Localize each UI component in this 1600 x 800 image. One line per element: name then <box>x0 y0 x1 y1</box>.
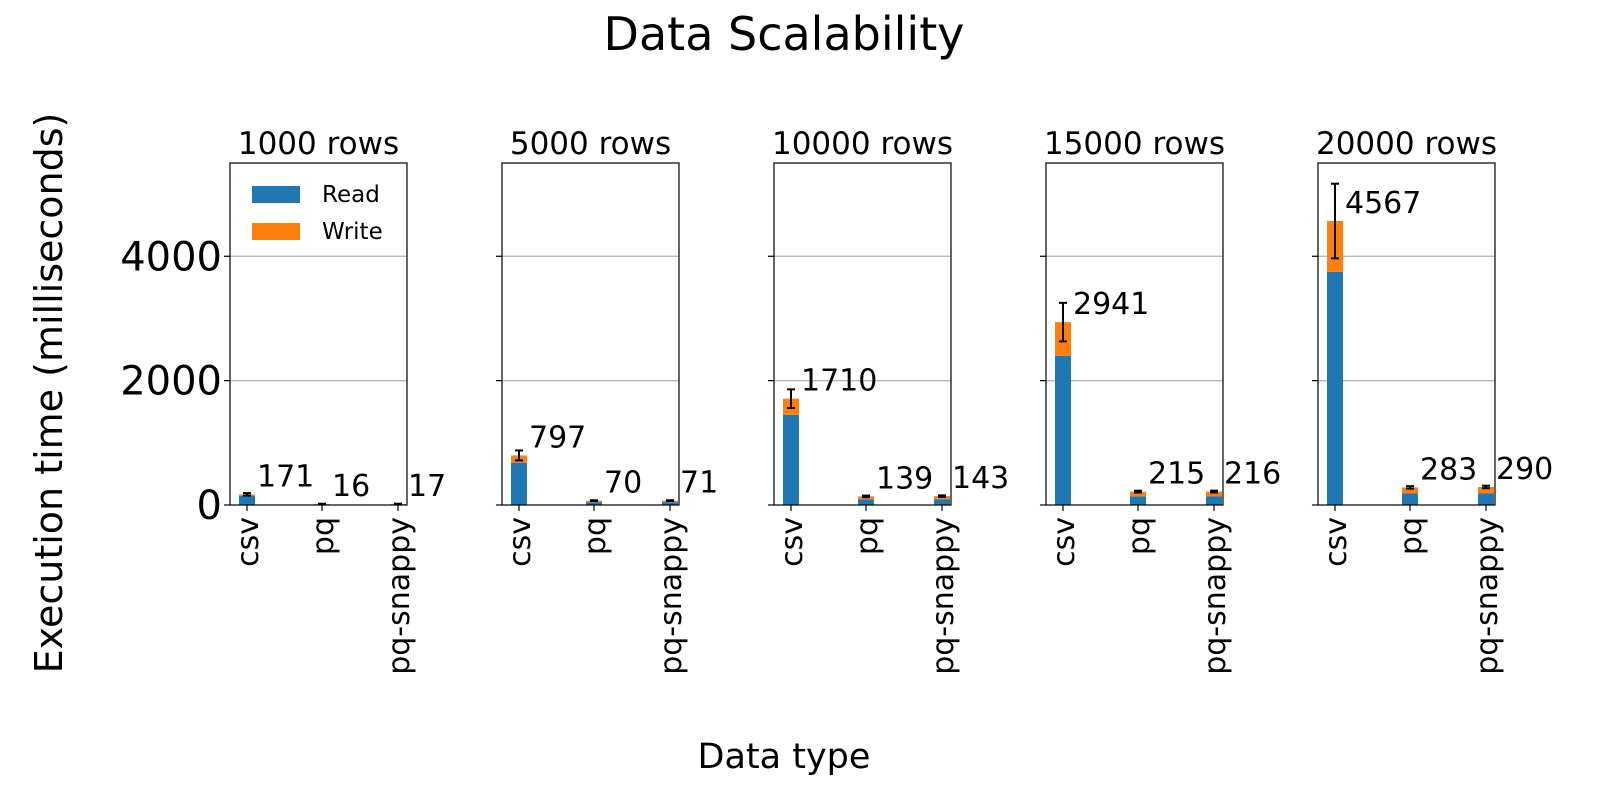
subplot-frame <box>229 162 408 506</box>
bar-read-pq <box>586 502 602 505</box>
subplot-title: 5000 rows <box>510 126 671 162</box>
x-tick-label: pq-snappy <box>654 517 689 675</box>
legend-label-read: Read <box>322 182 380 208</box>
data-label: 215 <box>1148 457 1205 492</box>
bar-read-pq-snappy <box>934 499 950 505</box>
subplot-frame <box>773 162 952 506</box>
data-label: 283 <box>1420 452 1477 487</box>
data-label: 290 <box>1496 452 1553 487</box>
data-label: 216 <box>1224 457 1281 492</box>
subplot-3: 10000 rows 1710 csv 139 pq 143 pq-snappy <box>768 126 1009 675</box>
bar-write-pq <box>1130 491 1146 497</box>
bar-read-csv <box>511 462 527 505</box>
y-tick-label: 0 <box>197 483 222 529</box>
x-tick-label: pq <box>1122 517 1157 555</box>
subplot-1: 1000 rows 0 2000 4000 171 csv 16 pq 17 pq-snappy R… <box>120 126 446 675</box>
subplot-title: 20000 rows <box>1316 126 1497 162</box>
data-label: 171 <box>257 459 314 494</box>
x-tick-label: pq <box>578 517 613 555</box>
legend-label-write: Write <box>322 219 383 245</box>
legend-swatch-write <box>252 223 300 240</box>
data-label: 4567 <box>1345 186 1421 221</box>
subplot-2: 5000 rows 797 csv 70 pq 71 pq-snappy <box>496 126 718 675</box>
legend: Read Write <box>252 182 383 245</box>
bar-read-csv <box>783 414 799 505</box>
subplot-frame <box>1317 162 1496 506</box>
x-tick-label: pq-snappy <box>382 517 417 675</box>
legend-swatch-read <box>252 186 300 203</box>
y-tick-label: 2000 <box>120 359 222 405</box>
bar-write-pq <box>1402 487 1418 494</box>
x-tick-label: pq-snappy <box>926 517 961 675</box>
bar-read-csv <box>1327 271 1343 505</box>
data-label: 139 <box>876 461 933 496</box>
data-label: 143 <box>952 461 1009 496</box>
data-label: 71 <box>680 466 718 501</box>
bar-read-pq <box>1130 496 1146 505</box>
x-tick-label: csv <box>231 517 266 567</box>
bar-read-pq-snappy <box>1206 496 1222 505</box>
y-tick-label: 4000 <box>120 234 222 280</box>
bar-read-pq-snappy <box>1478 493 1494 505</box>
x-tick-label: csv <box>1047 517 1082 567</box>
data-label: 797 <box>529 420 586 455</box>
subplot-title: 10000 rows <box>772 126 953 162</box>
x-tick-label: pq <box>850 517 885 555</box>
subplot-frame <box>1045 162 1224 506</box>
bar-read-csv <box>1055 355 1071 505</box>
bar-read-csv <box>239 495 255 505</box>
x-tick-label: csv <box>775 517 810 567</box>
subplot-4: 15000 rows 2941 csv 215 pq 216 pq-snappy <box>1040 126 1281 675</box>
bar-read-pq-snappy <box>662 502 678 505</box>
x-tick-label: pq-snappy <box>1470 517 1505 675</box>
subplot-5: 20000 rows 4567 csv 283 pq 290 pq-snappy <box>1312 126 1553 675</box>
x-tick-label: pq <box>306 517 341 555</box>
data-label: 16 <box>332 469 370 504</box>
subplot-title: 15000 rows <box>1044 126 1225 162</box>
data-label: 1710 <box>801 364 877 399</box>
subplots: 1000 rows 0 2000 4000 171 csv 16 pq 17 pq-snappy R… <box>120 126 1553 675</box>
bar-read-pq <box>858 499 874 505</box>
data-label: 2941 <box>1073 287 1149 322</box>
bar-write-pq-snappy <box>1206 491 1222 497</box>
bar-read-pq <box>1402 493 1418 505</box>
x-tick-label: pq-snappy <box>1198 517 1233 675</box>
x-tick-label: csv <box>1319 517 1354 567</box>
chart-title: Data Scalability <box>604 7 965 61</box>
subplot-frame <box>501 162 680 506</box>
y-axis-label: Execution time (milliseconds) <box>27 113 71 674</box>
x-tick-label: csv <box>503 517 538 567</box>
subplot-title: 1000 rows <box>238 126 399 162</box>
bar-write-pq-snappy <box>1478 486 1494 494</box>
data-label: 70 <box>604 466 642 501</box>
x-tick-label: pq <box>1394 517 1429 555</box>
data-label: 17 <box>408 469 446 504</box>
x-axis-label: Data type <box>698 737 871 777</box>
